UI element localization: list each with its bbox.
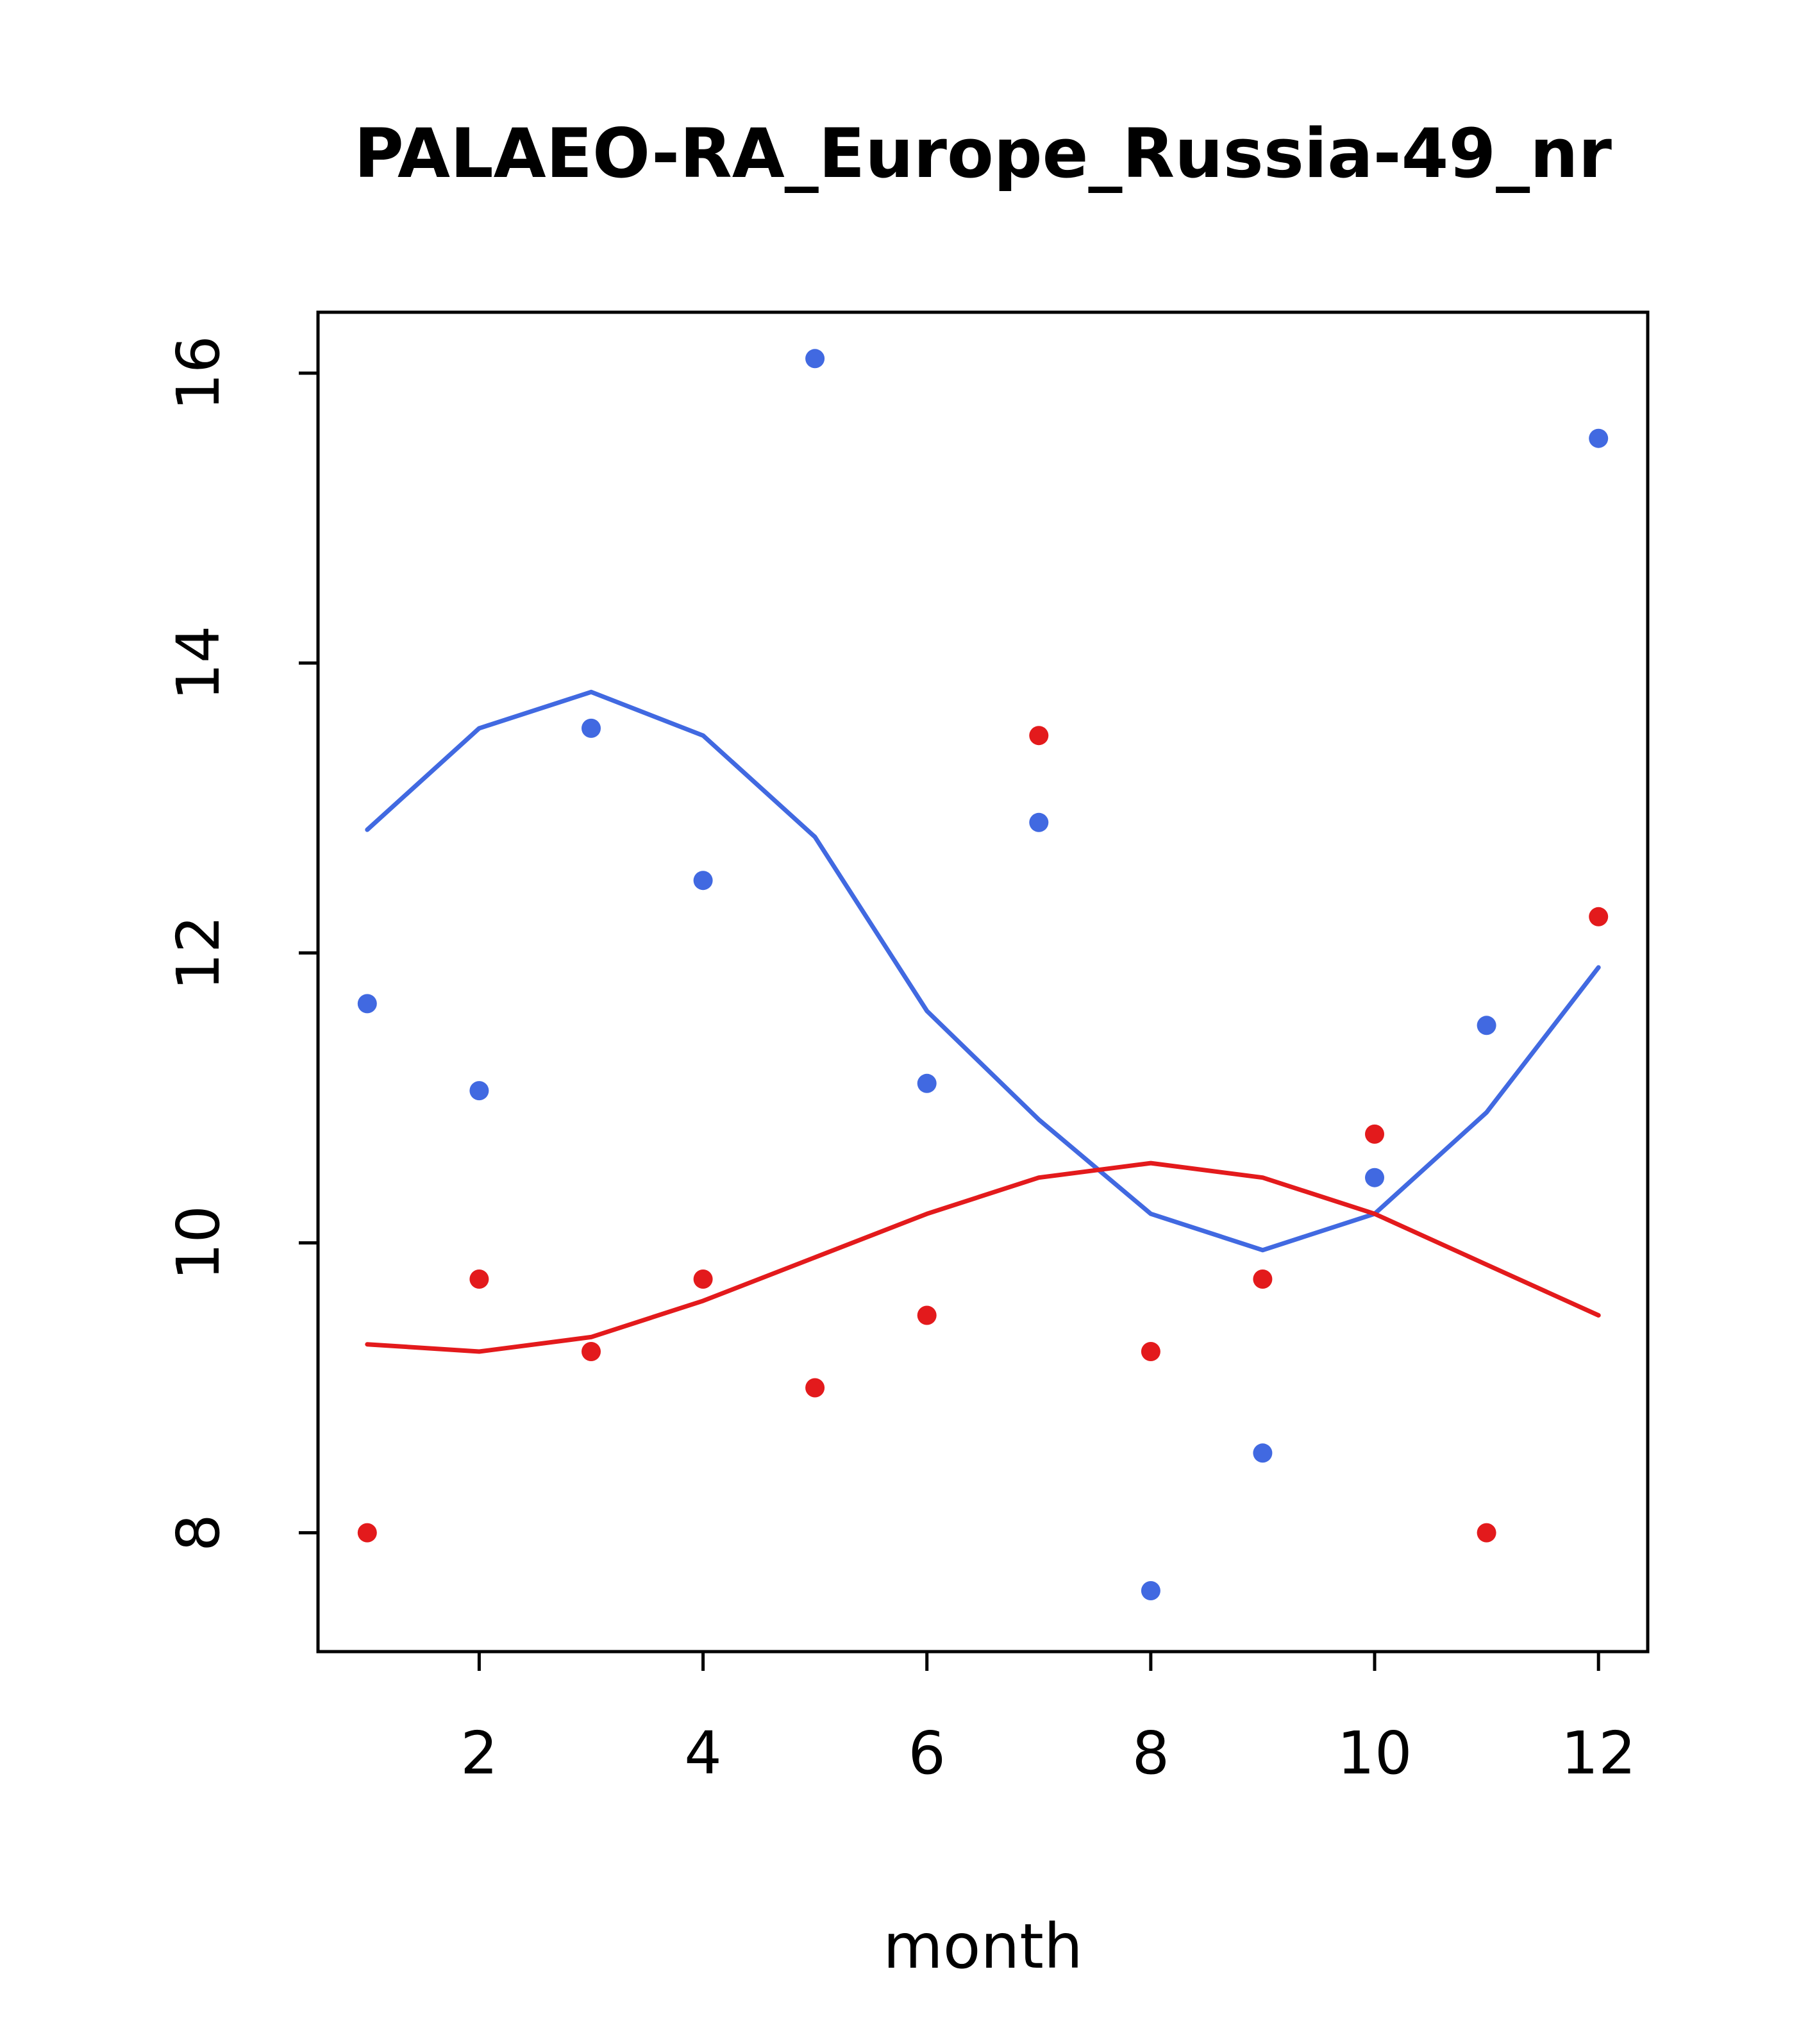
blue-points-marker (1253, 1443, 1273, 1463)
blue-points-marker (1029, 812, 1049, 832)
x-tick-label: 8 (1132, 1719, 1170, 1788)
x-tick-label: 6 (908, 1719, 946, 1788)
y-tick-label: 12 (164, 916, 233, 991)
red-points-marker (1365, 1124, 1384, 1144)
red-points-marker (1589, 907, 1609, 926)
blue-points-marker (357, 994, 377, 1014)
red-points-marker (693, 1269, 713, 1289)
blue-points-marker (805, 349, 825, 369)
blue-points-marker (582, 718, 601, 738)
blue-points-marker (693, 871, 713, 891)
red-points-marker (1141, 1342, 1160, 1361)
y-tick-label: 8 (164, 1514, 233, 1552)
red-points-marker (1477, 1523, 1496, 1543)
red-points-marker (469, 1269, 489, 1289)
blue-points-marker (1141, 1581, 1160, 1600)
y-tick-label: 10 (164, 1205, 233, 1280)
blue-points-marker (1477, 1016, 1496, 1035)
plot-box (316, 310, 1650, 1654)
red-points-marker (1029, 726, 1049, 746)
blue-points-marker (1589, 428, 1609, 448)
blue-points-marker (1365, 1168, 1384, 1187)
y-tick-label: 16 (164, 335, 233, 410)
blue-points-marker (469, 1081, 489, 1101)
red-points-marker (582, 1342, 601, 1361)
red-points-marker (917, 1305, 937, 1325)
y-tick-label: 14 (164, 626, 233, 701)
red-points-marker (357, 1523, 377, 1543)
x-tick-label: 2 (460, 1719, 498, 1788)
x-tick-label: 10 (1337, 1719, 1412, 1788)
red-points-marker (1253, 1269, 1273, 1289)
x-tick-label: 12 (1561, 1719, 1636, 1788)
blue-smooth-line (365, 689, 1601, 1253)
x-tick-label: 4 (684, 1719, 722, 1788)
chart-title: PALAEO-RA_Europe_Russia-49_nr (354, 114, 1612, 193)
x-axis-label: month (883, 1911, 1083, 1982)
red-points-marker (805, 1378, 825, 1398)
blue-points-marker (917, 1073, 937, 1093)
red-smooth-line (365, 1160, 1601, 1354)
